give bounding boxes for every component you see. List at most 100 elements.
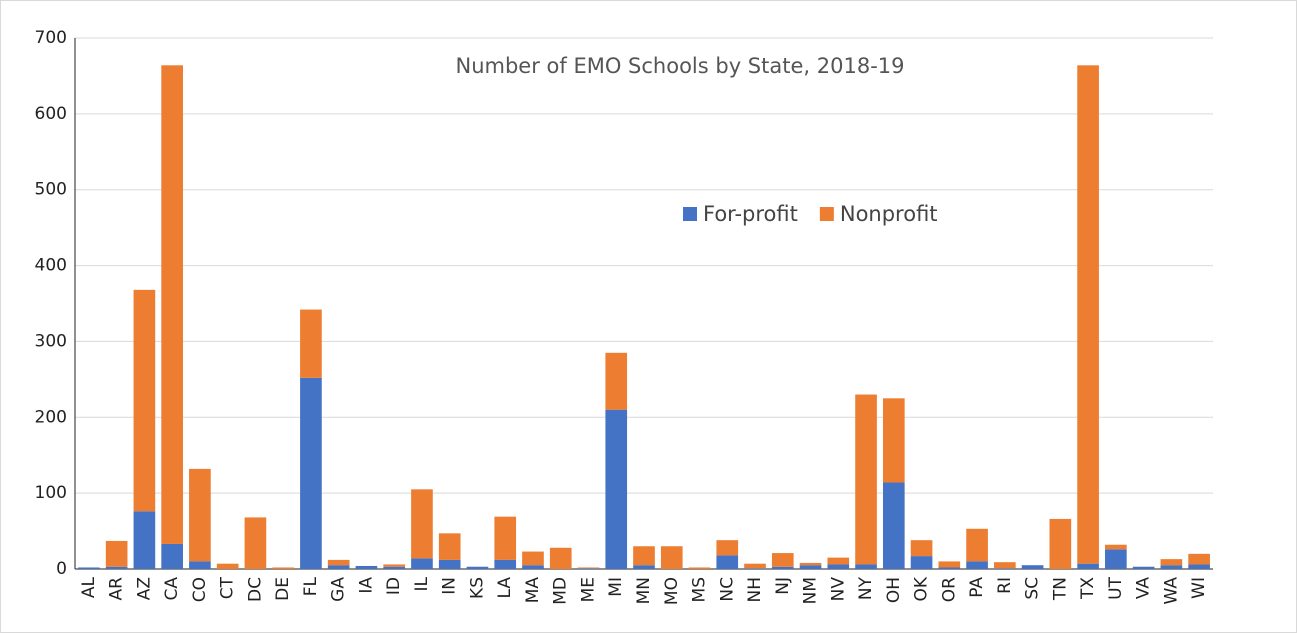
x-tick-label: CT [218,576,238,599]
bar-segment [161,65,183,544]
bar-segment [605,409,628,569]
bar-segment [494,516,517,560]
legend-swatch [819,207,834,221]
bar-segment [966,528,988,562]
bar-segment [1105,544,1127,550]
bar-segment [300,377,322,569]
bar-segment [577,567,600,569]
bar-segment [716,555,739,569]
x-tick-label: WA [1161,577,1181,605]
bar-segment [799,562,822,566]
bar-segment [744,563,766,569]
bar-segment [882,482,905,569]
x-tick-label: OH [884,577,904,603]
x-tick-label: NJ [773,577,793,595]
bar-segment [1021,565,1044,569]
x-tick-label: MI [606,577,626,597]
x-tick-label: OR [939,577,959,602]
y-tick-label: 200 [35,407,67,427]
x-tick-label: GA [329,577,349,602]
bar-segment [771,566,794,569]
x-tick-label: NY [856,576,876,600]
x-tick-label: SC [1023,577,1043,600]
bar-segment [799,565,822,569]
bar-segment [633,565,655,569]
y-tick-label: 500 [35,180,67,200]
x-tick-label: KS [467,577,487,599]
bar-segment [1077,563,1099,569]
bar-segment [383,566,406,569]
x-tick-label: CO [190,577,210,602]
bar-segment [133,511,156,569]
x-tick-label: MA [523,577,543,604]
bar-segment [827,564,850,569]
bar-segment [438,533,461,560]
bar-segment [133,289,156,512]
bar-segment [105,566,128,569]
bar-segment [549,547,572,569]
bar-segment [494,559,517,569]
bar-segment [882,398,905,483]
x-tick-label: IL [412,576,432,591]
x-tick-label: LA [495,577,515,599]
bar-segment [771,553,794,567]
bar-segment [938,567,961,569]
bar-segment [994,562,1016,569]
x-tick-label: NC [717,577,737,602]
x-tick-label: MS [690,577,710,602]
y-tick-label: 400 [35,256,67,276]
bar-segment [744,568,766,569]
x-tick-label: MO [662,577,682,605]
bar-segment [189,561,211,569]
x-tick-label: OK [912,576,932,601]
legend-label: Nonprofit [840,202,938,226]
bar-segment [633,546,655,566]
x-tick-label: ME [578,577,598,602]
bar-segment [688,567,711,569]
bar-segment [855,394,877,565]
x-tick-label: DC [245,577,265,602]
bar-segment [910,540,933,557]
bar-segment [522,565,544,569]
bar-segment [438,559,461,569]
x-tick-label: WI [1189,577,1209,599]
bar-segment [78,567,100,569]
legend-label: For-profit [703,202,798,226]
bar-segment [105,540,128,567]
y-tick-label: 300 [35,331,67,351]
bar-segment [938,561,961,568]
bar-segment [1132,566,1155,569]
bar-segment [605,352,628,410]
bar-segment [994,568,1016,569]
bar-segment [577,568,600,569]
bar-segment [1105,549,1127,569]
bar-segment [244,517,267,569]
x-tick-label: IA [356,577,376,594]
legend-swatch [683,207,697,221]
bar-segment [411,558,433,569]
bar-segment [1188,564,1210,569]
x-tick-label: TN [1050,577,1070,601]
bar-segment [272,567,294,569]
bar-segment [966,561,988,569]
x-tick-label: AR [107,577,127,601]
x-tick-label: NV [828,577,848,602]
bar-segment [1049,518,1072,569]
bar-segment [1160,565,1183,569]
y-tick-label: 0 [56,559,67,579]
y-tick-label: 700 [35,28,67,48]
y-tick-label: 600 [35,104,67,124]
x-tick-label: VA [1134,577,1154,600]
x-tick-label: PA [967,577,987,598]
bar-segment [466,566,489,569]
bar-segment [660,546,683,569]
bar-segment [1188,553,1210,565]
bar-segment [522,551,544,566]
bar-segment [355,565,378,569]
x-tick-label: UT [1106,576,1126,599]
x-tick-label: MN [634,577,654,604]
x-tick-label: ID [384,577,404,595]
x-tick-label: IN [440,577,460,595]
chart-title: Number of EMO Schools by State, 2018-19 [456,54,905,78]
